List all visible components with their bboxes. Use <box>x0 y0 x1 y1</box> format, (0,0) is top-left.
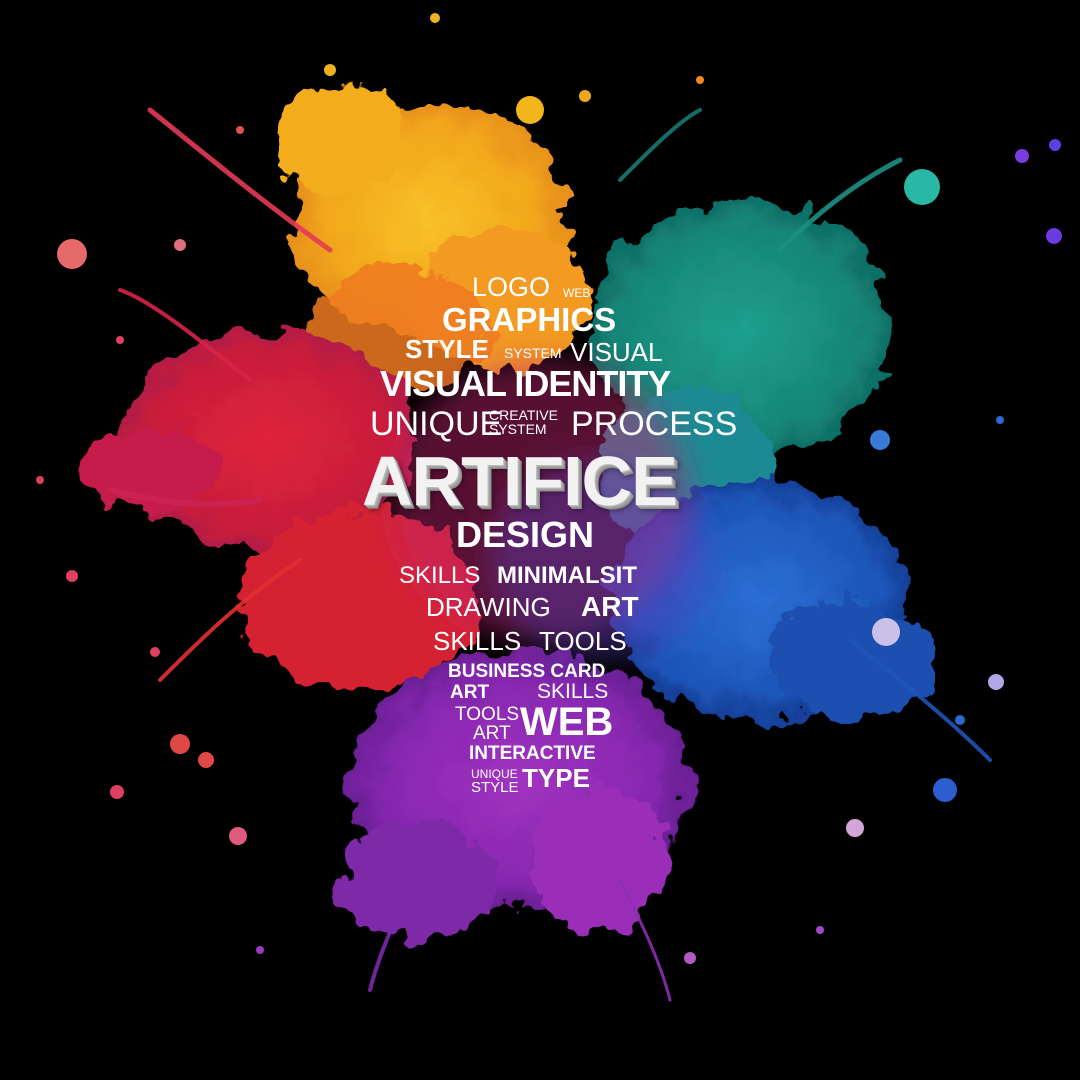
word-design: DESIGN <box>456 514 595 555</box>
word-tools-art: TOOLS ART <box>455 705 519 743</box>
word-style-2: STYLE <box>471 779 519 796</box>
word-unique-2: UNIQUE <box>471 767 518 781</box>
word-interactive: INTERACTIVE <box>469 743 596 764</box>
word-process: PROCESS <box>571 405 738 443</box>
word-graphics: GRAPHICS <box>442 301 617 338</box>
word-unique-style: UNIQUE STYLE <box>471 768 519 795</box>
purple-blob <box>340 650 690 940</box>
word-web: WEB <box>520 700 614 744</box>
word-art-3: ART <box>473 723 511 744</box>
word-drawing: DRAWING <box>426 592 551 622</box>
word-skills: SKILLS <box>399 562 481 589</box>
center-blend <box>390 360 710 660</box>
paint-streaks <box>107 107 992 1002</box>
word-web-small: WEB <box>563 286 591 300</box>
brand-title: ARTIFICE <box>362 442 678 520</box>
word-art: ART <box>581 591 639 622</box>
paint-droplets <box>36 13 1062 964</box>
word-skills-3: SKILLS <box>537 680 609 703</box>
word-art-2: ART <box>450 682 490 703</box>
word-system-2: SYSTEM <box>489 421 547 437</box>
word-skills-2: SKILLS <box>433 626 522 656</box>
word-visual: VISUAL <box>570 337 663 367</box>
word-tools: TOOLS <box>539 626 627 656</box>
word-creative: CREATIVE <box>489 407 558 423</box>
word-style: STYLE <box>405 334 489 364</box>
word-creative-system: CREATIVE SYSTEM <box>489 408 558 436</box>
word-unique: UNIQUE <box>370 405 503 443</box>
word-visual-identity: VISUAL IDENTITY <box>380 363 671 404</box>
word-tools-2: TOOLS <box>455 704 520 725</box>
word-system: SYSTEM <box>504 345 562 361</box>
word-business-card: BUSINESS CARD <box>448 661 606 682</box>
word-logo: LOGO <box>472 272 551 302</box>
word-type: TYPE <box>522 763 590 793</box>
word-minimalsit: MINIMALSIT <box>497 562 637 589</box>
